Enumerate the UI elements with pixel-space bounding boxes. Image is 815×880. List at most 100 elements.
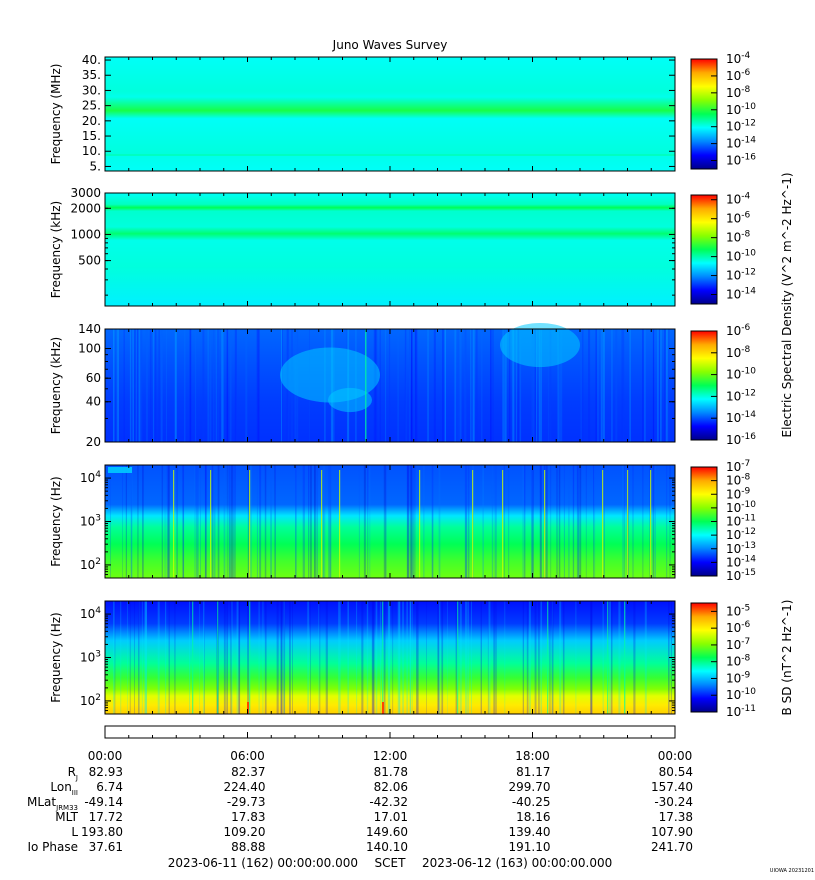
- texture-streak: [578, 465, 580, 578]
- texture-streak: [540, 465, 542, 578]
- texture-streak: [194, 465, 195, 578]
- texture-streak: [138, 601, 140, 714]
- texture-streak: [258, 329, 260, 442]
- y-tick-label: 60: [86, 371, 101, 385]
- texture-streak: [622, 465, 624, 578]
- texture-streak: [540, 329, 542, 442]
- texture-streak: [160, 329, 163, 442]
- texture-streak: [308, 465, 310, 578]
- texture-streak: [406, 465, 409, 578]
- ephemeris-value: 6.74: [96, 780, 123, 794]
- texture-streak: [412, 465, 415, 578]
- colorbar-tick-label: 10-12: [726, 388, 756, 403]
- colorbar-magnetic: 10-5 10-6 10-7 10-810-9 10-10 10-11 B SD (nT^2…: [690, 600, 794, 719]
- texture-streak: [504, 601, 506, 714]
- texture-streak: [264, 465, 267, 578]
- texture-streak: [174, 601, 176, 714]
- y-tick-label: 40.: [82, 53, 101, 67]
- texture-streak: [532, 465, 534, 578]
- texture-streak: [475, 329, 478, 442]
- texture-streak: [138, 329, 141, 442]
- texture-streak: [402, 601, 404, 714]
- ephemeris-value: -29.73: [227, 795, 266, 809]
- texture-streak: [409, 329, 411, 442]
- ephemeris-value: 80.54: [659, 765, 693, 779]
- colorbar-tick-label: 10-6: [726, 68, 751, 83]
- texture-streak: [231, 601, 233, 714]
- texture-streak: [642, 329, 644, 442]
- colorbar-tick-label: 10-4: [726, 192, 751, 207]
- spectrogram-texture: [113, 601, 672, 714]
- colorbar-tick-label: 10-14: [726, 136, 756, 151]
- texture-streak: [388, 601, 391, 714]
- texture-streak: [275, 465, 276, 578]
- texture-streak: [470, 329, 473, 442]
- spectrogram-texture: [108, 465, 671, 578]
- colorbars: 10-4 10-6 10-8 10-10 10-12 10-14 10-16 10-4 10-6…: [690, 51, 794, 719]
- spectrogram-image: [105, 57, 675, 171]
- texture-streak: [491, 465, 494, 578]
- texture-streak: [302, 465, 305, 578]
- ephemeris-value: 17.01: [374, 810, 408, 824]
- ephemeris-value: 81.17: [516, 765, 550, 779]
- panel-lfr-low: 102 103 104 Frequency (Hz): [49, 464, 676, 579]
- texture-streak: [389, 329, 391, 442]
- texture-streak: [558, 465, 561, 578]
- texture-streak: [223, 465, 226, 578]
- y-tick-label: 100: [78, 342, 101, 356]
- ephemeris-row-label: L: [71, 825, 78, 839]
- texture-streak: [531, 329, 534, 442]
- burst-line: [217, 601, 219, 714]
- y-tick-label: 10.: [82, 144, 101, 158]
- texture-streak: [145, 601, 147, 714]
- texture-streak: [464, 465, 467, 578]
- texture-streak: [494, 465, 497, 578]
- texture-streak: [134, 329, 136, 442]
- texture-streak: [455, 601, 458, 714]
- texture-streak: [550, 465, 552, 578]
- burst-line: [502, 470, 504, 578]
- colorbar-gradient: [690, 194, 718, 305]
- texture-streak: [383, 601, 386, 714]
- texture-streak: [652, 465, 655, 578]
- texture-streak: [316, 465, 318, 578]
- texture-streak: [176, 465, 178, 578]
- y-tick-label: 104: [80, 606, 101, 621]
- texture-streak: [642, 465, 644, 578]
- ephemeris-value: 17.38: [659, 810, 693, 824]
- texture-streak: [249, 465, 252, 578]
- colorbar-tick-label: 10-8: [726, 473, 751, 488]
- colorbar-tick-label: 10-14: [726, 554, 756, 569]
- burst-line: [607, 601, 609, 714]
- texture-streak: [366, 601, 369, 714]
- texture-streak: [375, 601, 378, 714]
- colorbar-tick-label: 10-10: [726, 367, 756, 382]
- texture-streak: [470, 329, 472, 442]
- texture-streak: [139, 329, 141, 442]
- texture-streak: [229, 465, 231, 578]
- texture-streak: [480, 601, 482, 714]
- texture-streak: [234, 465, 236, 578]
- burst-spot: [382, 702, 384, 714]
- colorbar-tick-label: 10-12: [726, 527, 756, 542]
- ephemeris-table: RJ 82.93 82.37 81.78 81.17 80.54 LonIII 6.74 224…: [27, 765, 693, 854]
- texture-streak: [528, 601, 531, 714]
- texture-streak: [560, 329, 563, 442]
- texture-streak: [666, 465, 668, 578]
- texture-streak: [402, 601, 403, 714]
- texture-streak: [522, 601, 524, 714]
- burst-line: [544, 470, 546, 578]
- texture-streak: [603, 329, 605, 442]
- texture-streak: [134, 601, 135, 714]
- y-tick-label: 25.: [82, 99, 101, 113]
- texture-streak: [398, 601, 401, 714]
- texture-streak: [551, 601, 554, 714]
- texture-streak: [140, 329, 143, 442]
- texture-streak: [426, 601, 427, 714]
- texture-streak: [467, 601, 469, 714]
- panel-hfwbr-mhz: 5.10.15.20.25. 30.35.40. Frequency (MHz): [49, 53, 676, 173]
- colorbar-tick-label: 10-13: [726, 541, 756, 556]
- texture-streak: [217, 465, 220, 578]
- texture-streak: [230, 601, 232, 714]
- texture-streak: [283, 601, 285, 714]
